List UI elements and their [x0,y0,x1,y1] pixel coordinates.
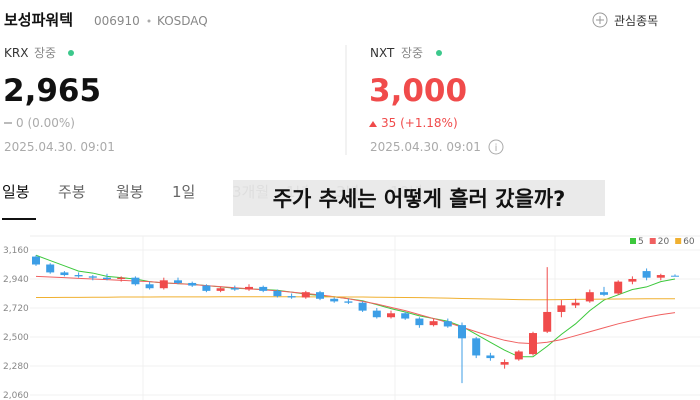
candle-body [46,264,55,273]
market: KOSDAQ [157,14,208,28]
plus-sign [596,16,604,24]
candle-body [259,286,268,291]
active-tab-underline [2,218,36,220]
nxt-label: NXT [370,46,395,60]
nxt-status: 장중 [401,46,423,60]
stock-code: 006910 [94,14,140,28]
tab[interactable]: 주봉 [58,183,86,201]
legend-label: 20 [658,237,670,247]
stock-name: 보성파워텍 [4,11,73,29]
y-tick-label: 3,160 [3,246,29,256]
tab[interactable]: 월봉 [116,183,144,201]
overlay-box [233,180,605,216]
candle-body [656,275,665,278]
candle-body [614,281,623,294]
candle-body [287,296,296,298]
candle-body [174,280,182,283]
moving-average [36,296,675,301]
candle-body [230,288,239,290]
candle-body [585,292,594,302]
candle-body [188,282,197,286]
candle-body [316,292,324,299]
plus-icon [592,12,608,28]
candle-body [415,318,424,326]
candle-body [600,292,608,295]
candle-body [145,284,154,289]
flat-icon [4,122,12,124]
candle-body [358,302,367,311]
legend-swatch [649,238,656,244]
candle-body [301,292,310,298]
separator-dot [147,19,151,23]
candle-body [74,275,83,277]
legend-swatch [630,238,636,244]
candle-body [330,298,339,302]
candle-body [131,277,140,285]
tab[interactable]: 1일 [172,183,195,201]
candle-body [273,290,282,297]
candle-body [543,311,552,332]
nxt-change: 35 (+1.18%) [381,116,458,130]
y-tick-label: 2,500 [3,333,29,343]
candle-body [88,276,97,278]
candle-body [529,333,537,355]
candle-body [387,313,395,318]
krx-price: 2,965 [3,73,101,109]
y-tick-label: 2,720 [3,304,29,314]
krx-status: 장중 [34,46,56,60]
candle-body [245,286,253,290]
info-glyph: i [495,143,498,154]
krx-label: KRX [4,46,28,60]
moving-average [35,254,676,358]
candle-body [500,362,509,365]
legend-label: 60 [683,237,695,247]
legend-swatch [675,238,682,244]
nxt-time: 2025.04.30. 09:01 [370,140,481,154]
candle-body [401,313,410,319]
up-icon [369,121,377,127]
legend-label: 5 [638,237,644,247]
candle-body [216,288,225,291]
moving-average [35,275,676,345]
candle-body [429,321,438,326]
krx-time: 2025.04.30. 09:01 [4,140,115,154]
overlay-text: 주가 추세는 어떻게 흘러 갔을까? [273,187,566,211]
candle-body [458,325,466,339]
watch-button[interactable]: 관심종목 [592,12,658,28]
candle-body [472,338,481,356]
status-dot [68,50,74,56]
candle-body [514,351,523,360]
candle-body [344,301,353,303]
candle-body [117,277,126,279]
candle-body [443,321,452,327]
info-icon[interactable] [488,139,504,155]
candle-body [60,272,69,276]
candle-body [32,256,40,265]
candle-body [202,285,211,291]
candle-body [486,355,495,359]
candle-body [557,305,566,312]
y-tick-label: 2,280 [3,362,29,372]
candle-body [159,280,168,289]
tab[interactable]: 일봉 [2,183,30,201]
watch-label: 관심종목 [614,14,658,28]
chart: 2,060 2,280 2,500 2,720 2,940 3,160 5 20 60 [3,237,700,400]
candle-body [372,310,381,318]
status-dot [436,50,442,56]
y-tick-label: 2,940 [3,275,29,285]
candle-body [103,277,111,279]
nxt-price: 3,000 [369,73,467,109]
krx-change: 0 (0.00%) [16,116,75,130]
y-tick-label: 2,060 [3,391,29,400]
candle-body [571,302,580,306]
candle-body [628,279,637,282]
candle-body [671,275,679,277]
candle-body [642,271,651,278]
